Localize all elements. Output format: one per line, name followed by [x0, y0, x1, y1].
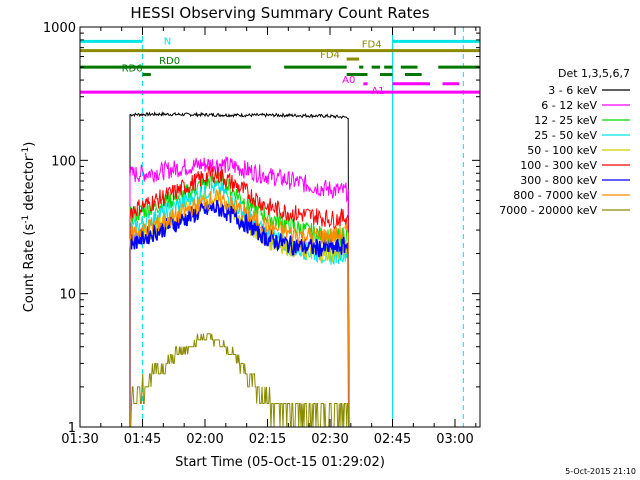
x-tick-label-2: 02:00	[186, 432, 223, 447]
legend-label-4: 50 - 100 keV	[527, 144, 597, 157]
flag-label-1: FD4	[362, 40, 382, 51]
legend-label-7: 800 - 7000 keV	[513, 189, 597, 202]
y-tick-label-2: 100	[51, 154, 76, 169]
series-line-6	[129, 199, 350, 428]
series-line-0	[129, 111, 350, 428]
series-line-5	[129, 166, 350, 428]
x-tick-label-5: 02:45	[374, 432, 411, 447]
flag-label-6: A1	[371, 86, 384, 97]
x-tick-label-4: 02:30	[311, 432, 348, 447]
x-tick-label-0: 01:30	[61, 432, 98, 447]
legend-title: Det 1,3,5,6,7	[558, 67, 630, 80]
legend-label-0: 3 - 6 keV	[548, 84, 597, 97]
legend: Det 1,3,5,6,7 3 - 6 keV 6 - 12 keV 12 - 25…	[499, 67, 630, 217]
x-tick-label-1: 01:45	[124, 432, 161, 447]
chart-title: HESSI Observing Summary Count Rates	[130, 4, 429, 22]
series-line-8	[130, 333, 350, 428]
flag-label-3: RD0	[159, 56, 180, 67]
legend-label-8: 7000 - 20000 keV	[499, 204, 597, 217]
legend-label-6: 300 - 800 keV	[520, 174, 597, 187]
axes: 01:30 01:45 02:00 02:15 02:30 02:45 03:00 1 10 10…	[43, 21, 480, 447]
legend-label-5: 100 - 300 keV	[520, 159, 597, 172]
series-line-7	[129, 188, 350, 428]
series-line-1	[129, 156, 350, 428]
y-axis-label: Count Rate (s-1 detector-1)	[21, 142, 37, 313]
x-axis-label: Start Time (05-Oct-15 01:29:02)	[175, 455, 385, 470]
flag-label-2: FD4	[320, 50, 340, 61]
y-tick-label-0: 1	[68, 421, 76, 436]
y-tick-label-3: 1000	[43, 21, 76, 36]
y-axis-label-main: Count Rate (s	[22, 224, 37, 313]
y-axis-label-end: )	[22, 142, 37, 147]
x-tick-label-6: 03:00	[436, 432, 473, 447]
y-axis-label-sup1: -1	[21, 215, 31, 224]
legend-label-3: 25 - 50 keV	[534, 129, 597, 142]
x-tick-label-3: 02:15	[249, 432, 286, 447]
y-axis-label-mid: detector	[22, 155, 37, 215]
y-tick-label-1: 10	[59, 288, 76, 303]
footer-timestamp: 5-Oct-2015 21:10	[565, 467, 636, 476]
plot-frame	[79, 26, 481, 428]
y-axis-label-sup2: -1	[21, 147, 31, 156]
flag-label-0: N	[164, 36, 171, 47]
legend-label-1: 6 - 12 keV	[541, 99, 597, 112]
legend-label-2: 12 - 25 keV	[534, 114, 597, 127]
flag-label-4: RD6	[122, 64, 143, 75]
plot-area: N FD4 FD4 RD0 RD6 A0 A1	[79, 27, 480, 428]
flag-label-5: A0	[342, 75, 355, 86]
